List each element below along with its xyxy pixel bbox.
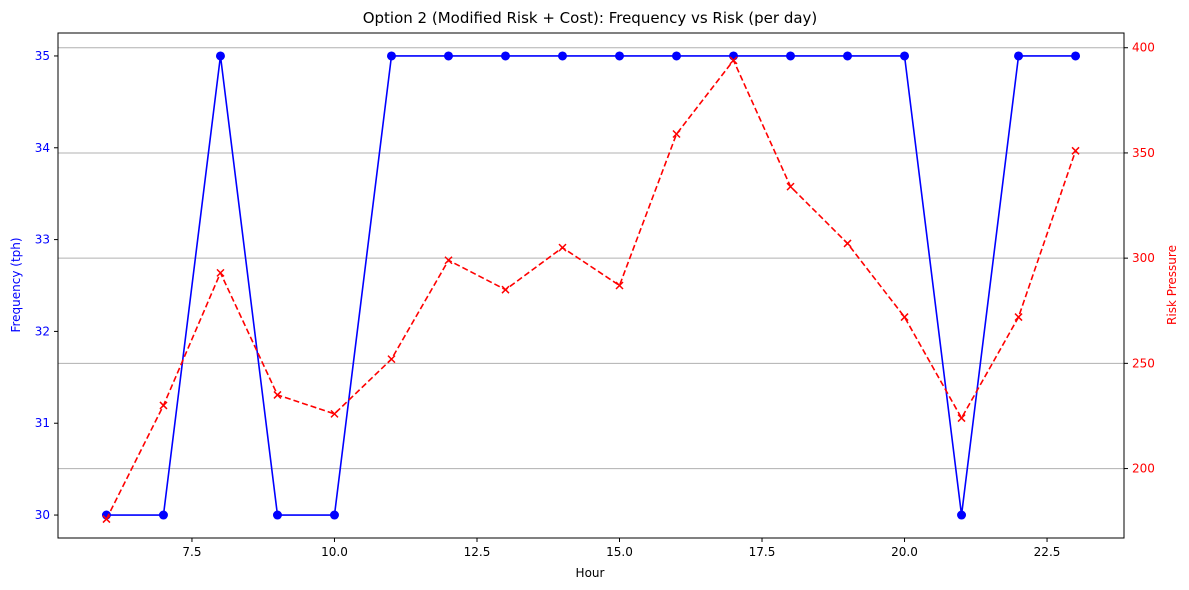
marker-stroke: [387, 355, 396, 364]
plot-series: [101, 51, 1081, 524]
risk-pressure-point: [558, 243, 567, 252]
left-y-axis-title: Frequency (tph): [9, 237, 23, 332]
marker-stroke: [729, 56, 738, 65]
risk-pressure-point: [501, 285, 510, 294]
risk-pressure-point: [444, 256, 453, 265]
frequency-point: [900, 51, 910, 61]
marker-stroke: [330, 409, 339, 418]
marker-stroke: [900, 313, 909, 322]
right-y-axis-title: Risk Pressure: [1165, 245, 1179, 325]
left-y-tick-label: 34: [35, 141, 50, 155]
frequency-point: [672, 51, 682, 61]
risk-pressure-point: [159, 401, 168, 410]
x-tick-label: 7.5: [182, 545, 201, 559]
x-tick-label: 10.0: [321, 545, 348, 559]
left-y-tick-label: 33: [35, 233, 50, 247]
marker-stroke: [216, 268, 225, 277]
frequency-point: [843, 51, 853, 61]
risk-pressure-point: [615, 281, 624, 290]
risk-pressure-series-line: [105, 59, 1077, 520]
marker-stroke: [786, 182, 795, 191]
frequency-point: [1014, 51, 1024, 61]
risk-pressure-point: [216, 268, 225, 277]
marker-stroke: [615, 281, 624, 290]
frequency-point: [329, 510, 339, 520]
risk-pressure-point: [786, 182, 795, 191]
frequency-point: [500, 51, 510, 61]
x-axis-title: Hour: [576, 566, 605, 580]
frequency-point: [957, 510, 967, 520]
frequency-point: [386, 51, 396, 61]
frequency-point: [1071, 51, 1081, 61]
marker-stroke: [957, 414, 966, 423]
chart-title: Option 2 (Modified Risk + Cost): Frequen…: [363, 9, 818, 27]
right-y-tick-label: 350: [1132, 146, 1155, 160]
marker-stroke: [102, 515, 111, 524]
x-tick-label: 17.5: [749, 545, 776, 559]
x-tick-label: 20.0: [891, 545, 918, 559]
frequency-point: [786, 51, 796, 61]
risk-pressure-point: [1014, 313, 1023, 322]
risk-pressure-point: [387, 355, 396, 364]
marker-stroke: [159, 401, 168, 410]
left-y-axis: 30 31 32 33 34 35: [35, 49, 58, 522]
left-y-tick-label: 31: [35, 416, 50, 430]
risk-pressure-point: [843, 239, 852, 248]
marker-stroke: [843, 239, 852, 248]
marker-stroke: [501, 285, 510, 294]
frequency-point: [272, 510, 282, 520]
marker-stroke: [1071, 146, 1080, 155]
right-y-tick-label: 250: [1132, 356, 1155, 370]
risk-pressure-point: [273, 390, 282, 399]
frequency-point: [215, 51, 225, 61]
risk-pressure-point: [672, 129, 681, 139]
frequency-point: [729, 51, 739, 61]
gridlines: [58, 47, 1124, 470]
risk-pressure-point: [900, 313, 909, 322]
left-y-tick-label: 30: [35, 508, 50, 522]
frequency-point: [557, 51, 567, 61]
x-tick-label: 22.5: [1034, 545, 1061, 559]
left-y-tick-label: 35: [35, 49, 50, 63]
plot-frame: [57, 32, 1125, 539]
marker-stroke: [558, 243, 567, 252]
risk-pressure-point: [729, 56, 738, 65]
marker-stroke: [444, 256, 453, 265]
risk-pressure-point: [957, 414, 966, 423]
right-y-tick-label: 300: [1132, 251, 1155, 265]
marker-stroke: [273, 390, 282, 399]
x-tick-label: 12.5: [464, 545, 491, 559]
right-y-tick-label: 400: [1132, 41, 1155, 55]
right-y-tick-label: 200: [1132, 462, 1155, 476]
frequency-point: [443, 51, 453, 61]
frequency-series-line: [106, 55, 1076, 516]
frequency-point: [615, 51, 625, 61]
left-y-tick-label: 32: [35, 324, 50, 338]
marker-stroke: [1014, 313, 1023, 322]
risk-pressure-point: [102, 515, 111, 524]
risk-pressure-point: [330, 409, 339, 418]
x-tick-label: 15.0: [606, 545, 633, 559]
frequency-point: [158, 510, 168, 520]
marker-stroke: [672, 129, 681, 139]
x-axis: 7.5 10.0 12.5 15.0 17.5 20.0 22.5: [182, 538, 1060, 559]
risk-pressure-point: [1071, 146, 1080, 155]
right-y-axis: 200 250 300 350 400: [1124, 41, 1155, 476]
